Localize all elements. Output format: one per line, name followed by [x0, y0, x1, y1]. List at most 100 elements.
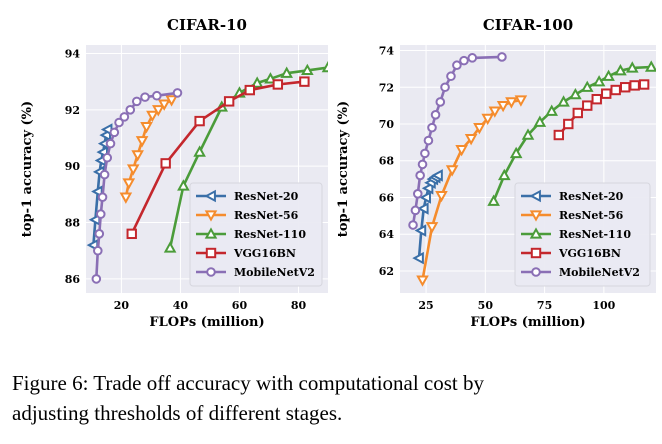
cifar100-x-tick-label: 50 [478, 299, 494, 312]
cifar100-point-vgg16bn [629, 80, 640, 91]
cifar100-legend-marker-resnet-110 [529, 227, 543, 239]
cifar10-series-resnet-56 [119, 95, 178, 204]
cifar100-point-resnet-20 [417, 202, 429, 215]
cifar100-y-tick-label: 68 [379, 155, 395, 168]
caption-line-1: Figure 6: Trade off accuracy with comput… [12, 371, 485, 395]
cifar100-point-resnet-110 [545, 104, 559, 116]
cifar100-point-resnet-56 [496, 100, 510, 113]
cifar100-point-resnet-56 [488, 106, 502, 118]
cifar100-point-vgg16bn [638, 79, 650, 90]
cifar10-legend-box [189, 182, 323, 287]
cifar100-point-mobilenetv2 [408, 220, 418, 230]
cifar100-point-resnet-56 [514, 95, 528, 107]
cifar100-point-resnet-20 [412, 251, 424, 265]
cifar10-y-tick-label: 92 [65, 104, 80, 117]
cifar10-point-vgg16bn [126, 228, 137, 240]
cifar10-y-tick-label: 86 [65, 273, 81, 286]
cifar10-legend-label-resnet-56: ResNet-56 [234, 209, 299, 222]
cifar10-point-resnet-110 [301, 63, 314, 76]
cifar100-point-mobilenetv2 [415, 170, 425, 181]
cifar100-point-resnet-110 [497, 168, 511, 181]
cifar100-x-tick-label: 75 [537, 299, 552, 312]
cifar10-point-resnet-110 [193, 145, 206, 157]
cifar100-y-tick-label: 74 [379, 45, 395, 58]
cifar10-point-vgg16bn [223, 96, 235, 107]
cifar10-point-vgg16bn [244, 84, 255, 96]
cifar10-point-mobilenetv2 [99, 169, 110, 180]
cifar10-legend-marker-vgg16bn [205, 247, 217, 259]
cifar10-point-mobilenetv2 [125, 105, 136, 115]
cifar10-series-mobilenetv2 [91, 88, 183, 284]
cifar10-legend-marker-resnet-110 [204, 227, 218, 239]
cifar10-point-resnet-110 [163, 241, 177, 253]
cifar10-point-resnet-110 [280, 66, 293, 78]
cifar100-point-resnet-56 [505, 97, 518, 109]
cifar10-legend-label-mobilenetv2: MobileNetV2 [234, 266, 315, 279]
cifar100-point-mobilenetv2 [427, 122, 437, 133]
cifar100-point-resnet-56 [481, 113, 495, 126]
cifar100-point-mobilenetv2 [410, 205, 421, 216]
cifar100-point-resnet-20 [431, 169, 443, 182]
cifar10-point-resnet-56 [135, 136, 149, 148]
cifar100-point-mobilenetv2 [423, 135, 434, 146]
cifar10-point-mobilenetv2 [109, 127, 120, 138]
cifar100-point-mobilenetv2 [440, 82, 450, 93]
cifar10-x-tick-label: 80 [291, 299, 307, 312]
cifar10-y-tick-label: 94 [65, 47, 81, 60]
cifar100-y-axis-label: top-1 accuracy (%) [336, 101, 351, 237]
cifar10-point-vgg16bn [160, 158, 171, 169]
cifar100-legend-label-mobilenetv2: MobileNetV2 [559, 266, 640, 279]
cifar10-legend-marker-resnet-56 [204, 210, 218, 222]
cifar10-point-mobilenetv2 [91, 274, 102, 284]
cifar10-legend-label-resnet-20: ResNet-20 [234, 190, 299, 203]
cifar10-x-axis-label: FLOPs (million) [149, 315, 264, 330]
cifar10-point-resnet-56 [131, 150, 144, 162]
cifar100-series-resnet-56 [416, 95, 528, 287]
cifar10-point-mobilenetv2 [95, 209, 106, 219]
cifar10-point-resnet-56 [126, 164, 140, 176]
cifar100-point-mobilenetv2 [459, 55, 469, 66]
cifar10-chart: 20 40 60 80 86 88 90 92 94 CIFAR-10 FLOPs (million… [20, 16, 328, 330]
cifar100-point-resnet-20 [419, 191, 431, 204]
cifar100-point-resnet-56 [425, 222, 439, 234]
cifar100-point-mobilenetv2 [420, 148, 430, 159]
cifar100-legend-marker-vgg16bn [530, 247, 542, 259]
cifar100-series-resnet-110 [487, 60, 656, 206]
cifar10-legend-label-resnet-110: ResNet-110 [234, 228, 306, 241]
cifar100-point-vgg16bn [553, 129, 565, 141]
cifar100-point-resnet-110 [580, 80, 594, 92]
cifar100-point-resnet-56 [464, 134, 478, 146]
cifar10-point-mobilenetv2 [152, 90, 162, 101]
cifar10-point-mobilenetv2 [105, 138, 116, 149]
cifar100-point-resnet-56 [455, 145, 468, 157]
cifar100-point-resnet-110 [614, 64, 627, 76]
cifar100-point-resnet-110 [602, 69, 615, 81]
cifar100-point-vgg16bn [563, 118, 574, 130]
cifar10-legend: ResNet-20 ResNet-56 ResNet-110 VGG16BN Mobil… [189, 182, 323, 287]
cifar10-x-tick-label: 40 [173, 299, 189, 312]
cifar10-point-resnet-56 [165, 95, 178, 107]
cifar100-point-resnet-110 [569, 87, 582, 100]
cifar100-point-mobilenetv2 [417, 159, 428, 170]
cifar100-point-resnet-110 [625, 61, 639, 73]
cifar100-point-mobilenetv2 [435, 97, 446, 107]
cifar100-y-tick-label: 64 [379, 228, 395, 241]
cifar10-point-mobilenetv2 [94, 229, 105, 239]
cifar100-legend-label-resnet-20: ResNet-20 [559, 190, 624, 203]
cifar10-point-resnet-56 [122, 178, 136, 190]
cifar100-point-resnet-56 [435, 190, 448, 203]
cifar100-point-resnet-110 [533, 115, 547, 127]
caption-line-2: adjusting thresholds of different stages… [12, 401, 343, 425]
cifar10-point-resnet-56 [140, 122, 153, 134]
cifar100-point-resnet-110 [509, 146, 523, 159]
cifar10-point-mobilenetv2 [114, 117, 124, 128]
cifar100-series-mobilenetv2 [408, 52, 507, 230]
cifar10-point-mobilenetv2 [93, 245, 103, 256]
cifar100-point-resnet-56 [445, 165, 459, 177]
cifar10-point-resnet-56 [119, 192, 133, 204]
cifar100-legend-label-vgg16bn: VGG16BN [558, 247, 621, 260]
cifar100-y-tick-label: 70 [379, 118, 395, 131]
cifar10-y-tick-label: 88 [65, 217, 81, 230]
cifar100-point-vgg16bn [601, 88, 612, 99]
cifar100-point-resnet-56 [473, 122, 486, 135]
